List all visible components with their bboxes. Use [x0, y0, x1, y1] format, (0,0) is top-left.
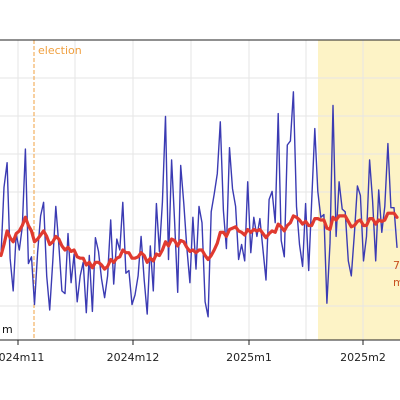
series-smoothed-line: [0, 211, 399, 271]
election-label: election: [38, 44, 82, 57]
series-layer: [0, 91, 399, 318]
series-raw-line: [0, 91, 398, 318]
x-axis-ticks: 2024m11 2024m12 2025m1 2025m2: [0, 340, 386, 364]
x-tick-label: 2025m1: [226, 351, 272, 364]
plot-frame: [0, 39, 400, 341]
partial-label-right-bottom: m: [393, 276, 400, 289]
partial-label-right-top: 7: [393, 259, 400, 272]
x-tick-label: 2024m11: [0, 351, 44, 364]
x-tick-label: 2024m12: [107, 351, 160, 364]
x-tick-label: 2025m2: [340, 351, 386, 364]
partial-label-left: m: [2, 323, 13, 336]
annotations-layer: election 7 m m: [2, 44, 400, 336]
